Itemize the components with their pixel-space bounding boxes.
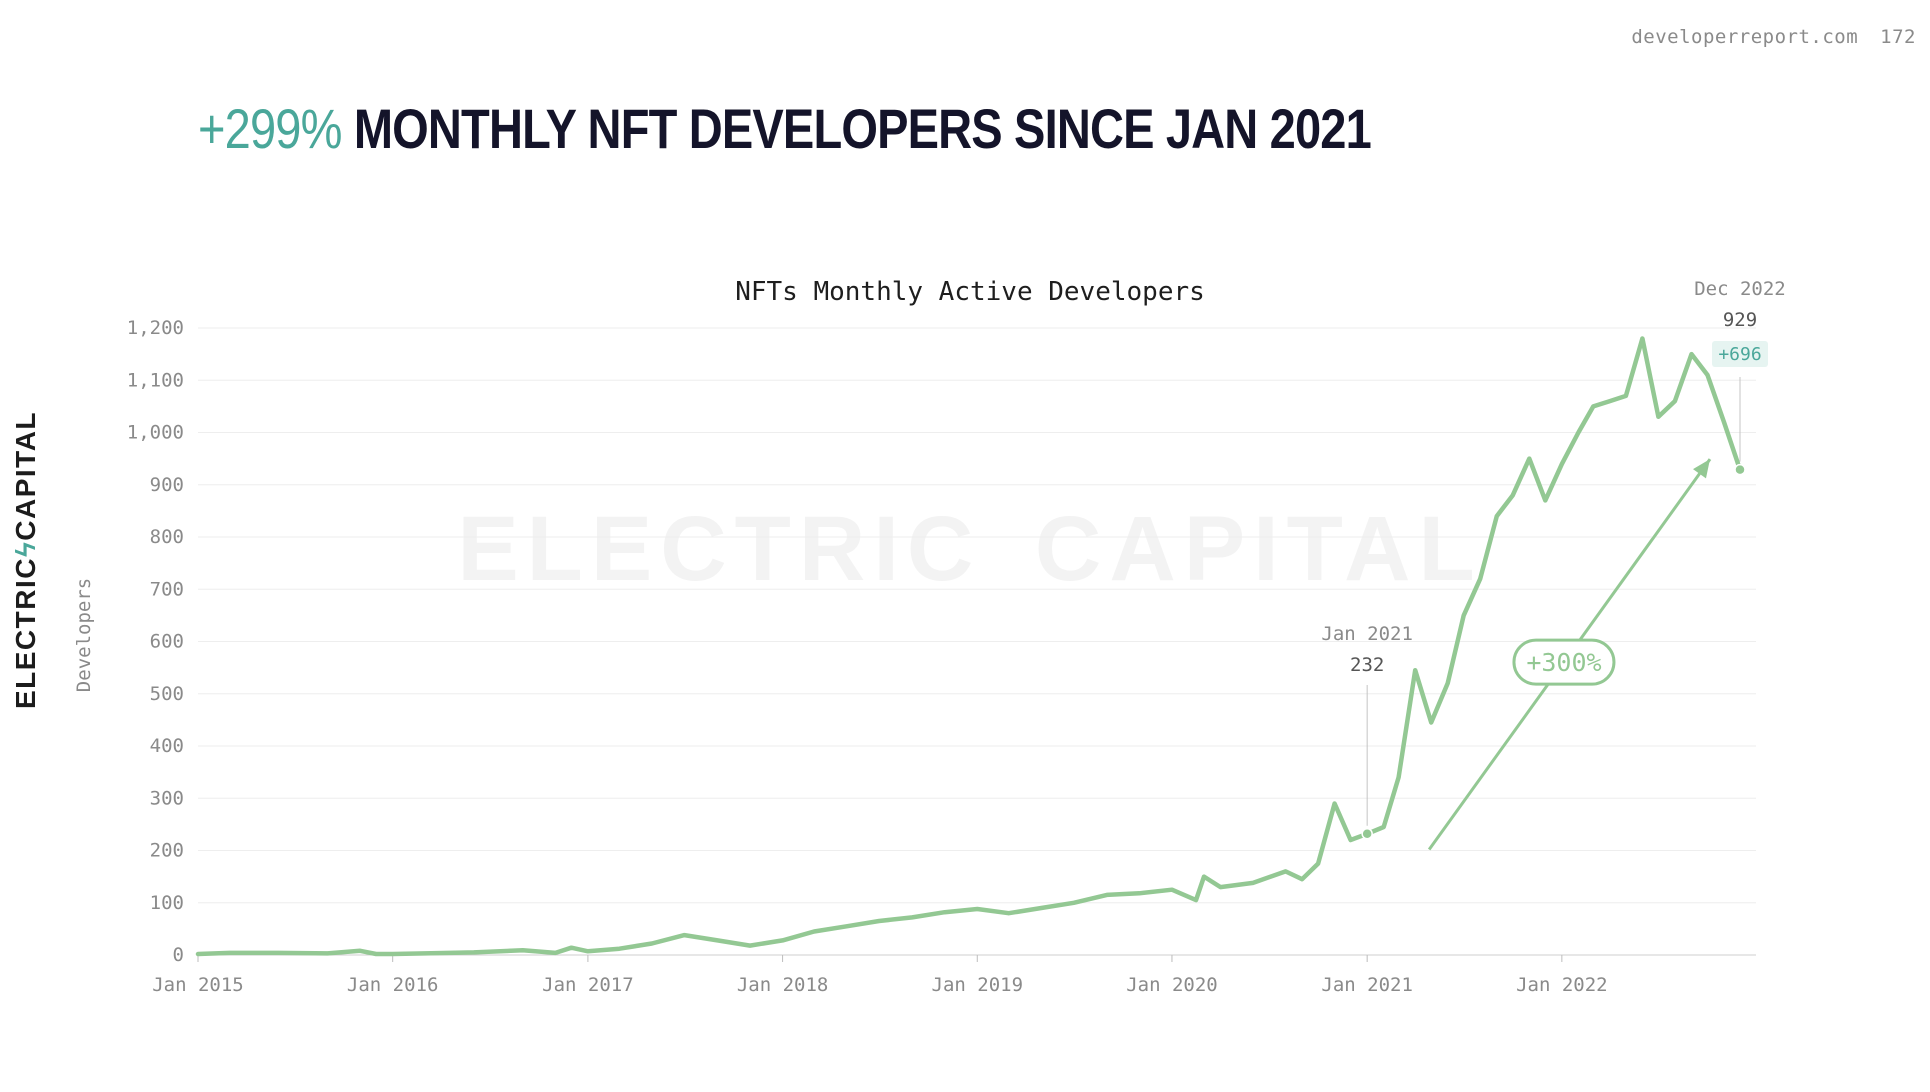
growth-callout-text: +300% (1526, 648, 1601, 677)
arrow-head-icon (1692, 459, 1710, 479)
site-reference: developerreport.com 172 (1631, 26, 1916, 48)
annotations: Jan 2021 232 Dec 2022 929 +696 +300% (1321, 278, 1786, 851)
annotation-badge: +696 (1718, 344, 1761, 365)
x-tick-label: Jan 2017 (542, 974, 634, 996)
x-tick-label: Jan 2018 (737, 974, 829, 996)
y-tick-label: 900 (150, 474, 184, 496)
x-tick-label: Jan 2022 (1516, 974, 1608, 996)
x-tick-label: Jan 2020 (1126, 974, 1218, 996)
y-axis-label: Developers (73, 578, 95, 692)
y-tick-label: 100 (150, 892, 184, 914)
y-tick-label: 1,200 (127, 317, 184, 339)
x-tick-label: Jan 2015 (152, 974, 244, 996)
y-tick-label: 400 (150, 735, 184, 757)
watermark-left: ELECTRIC (457, 498, 981, 600)
annotation-value-label: 929 (1723, 309, 1757, 331)
annotation-point (1734, 463, 1746, 476)
chart-title: NFTs Monthly Active Developers (735, 277, 1205, 307)
growth-callout-pill (1512, 638, 1616, 686)
headline-text: MONTHLY NFT DEVELOPERS SINCE JAN 2021 (353, 97, 1372, 160)
annotation-value-label: 232 (1350, 654, 1384, 676)
y-tick-label: 1,100 (127, 369, 184, 391)
site-url: developerreport.com (1631, 26, 1859, 48)
y-tick-label: 500 (150, 683, 184, 705)
y-tick-label: 800 (150, 526, 184, 548)
grid-lines (198, 327, 1756, 904)
y-tick-label: 200 (150, 840, 184, 862)
y-tick-label: 700 (150, 578, 184, 600)
y-tick-label: 1,000 (127, 422, 184, 444)
page-headline: +299% MONTHLY NFT DEVELOPERS SINCE JAN 2… (198, 96, 1372, 161)
series (195, 336, 1743, 957)
y-axis-ticks: 0 100 200 300 400 500 600 700 800 900 1,000 1,100 1,… (127, 317, 184, 966)
watermark-right: CAPITAL (1035, 498, 1483, 600)
annotation-date-label: Jan 2021 (1321, 623, 1413, 645)
y-tick-label: 600 (150, 631, 184, 653)
annotation-badge-bg (1711, 341, 1768, 367)
page-number: 172 (1880, 26, 1916, 48)
y-tick-label: 0 (173, 944, 184, 966)
y-tick-label: 300 (150, 787, 184, 809)
headline-highlight: +299% (198, 97, 342, 160)
annotation-date-label: Dec 2022 (1694, 278, 1786, 300)
x-tick-label: Jan 2016 (347, 974, 439, 996)
x-axis-ticks: Jan 2015 Jan 2016 Jan 2017 Jan 2018 Jan 2019… (152, 955, 1608, 996)
x-tick-label: Jan 2021 (1321, 974, 1413, 996)
watermark-text: ELECTRIC CAPITAL (457, 498, 1482, 600)
series-line (195, 336, 1743, 957)
annotation-point (1361, 828, 1373, 840)
x-tick-label: Jan 2019 (932, 974, 1024, 996)
